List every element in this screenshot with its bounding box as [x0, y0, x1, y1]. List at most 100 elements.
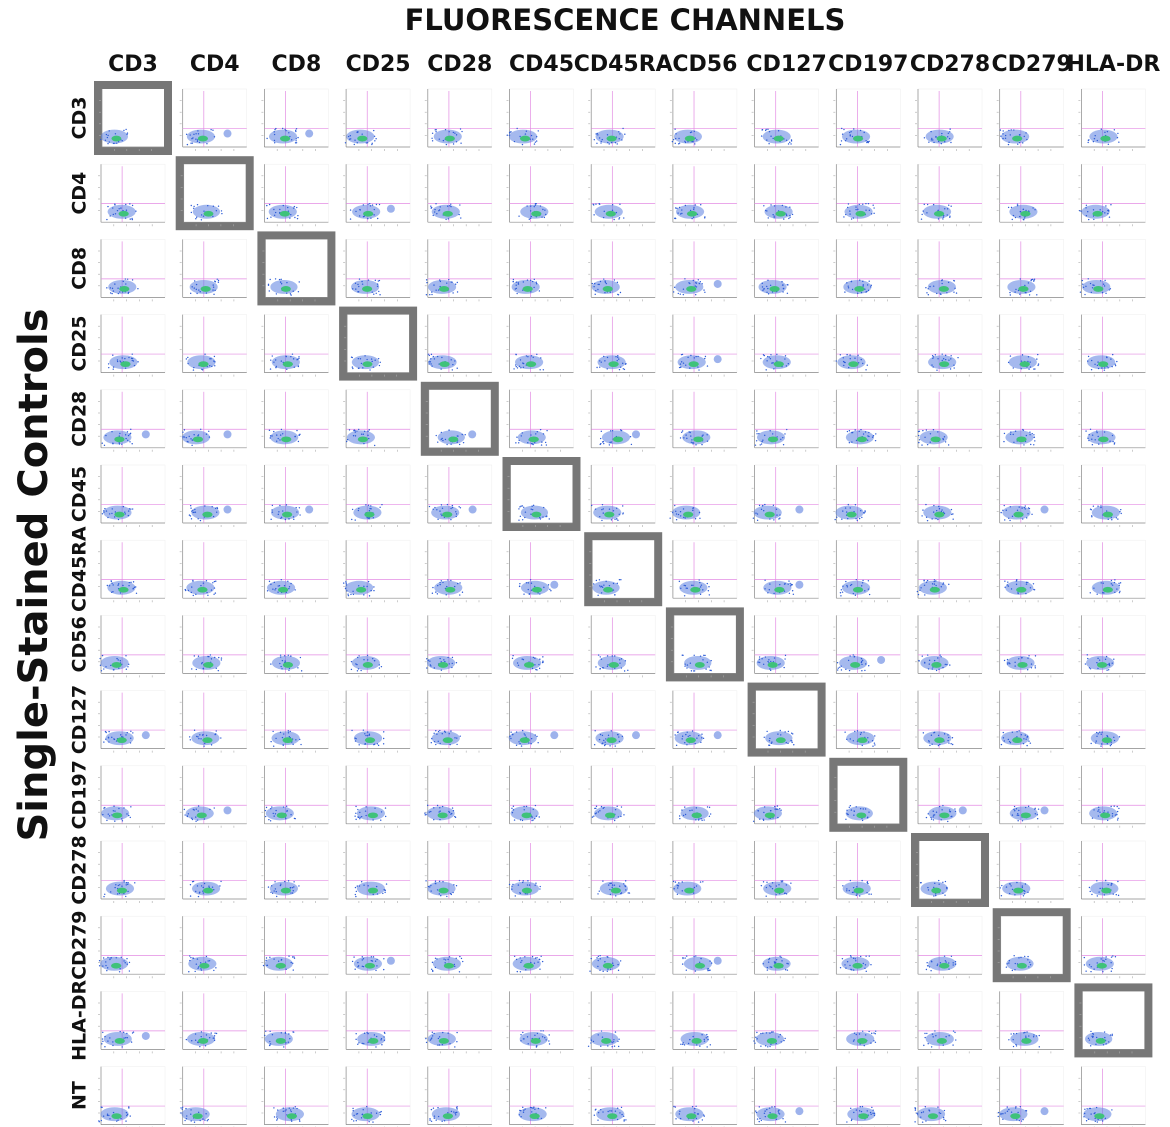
event	[440, 368, 441, 369]
population-core	[111, 136, 121, 142]
event	[297, 137, 298, 138]
event	[1088, 139, 1089, 140]
event	[1022, 820, 1023, 821]
event	[367, 142, 368, 143]
event	[772, 433, 773, 434]
event	[1113, 806, 1114, 807]
event	[692, 510, 693, 511]
event	[357, 131, 358, 132]
event	[359, 817, 360, 818]
event	[603, 443, 604, 444]
event	[1027, 513, 1028, 514]
flow-plot	[915, 390, 982, 452]
event	[948, 359, 949, 360]
event	[934, 583, 935, 584]
event	[923, 580, 924, 581]
event	[1026, 139, 1027, 140]
event	[215, 281, 216, 282]
event	[111, 431, 112, 432]
event	[680, 366, 681, 367]
event	[599, 204, 600, 205]
event	[278, 585, 279, 586]
event	[1026, 517, 1027, 518]
event	[518, 508, 519, 509]
event	[693, 655, 694, 656]
event	[544, 209, 545, 210]
event	[200, 520, 201, 521]
event	[596, 806, 597, 807]
event	[275, 359, 276, 360]
event	[106, 820, 107, 821]
event	[294, 217, 295, 218]
event	[351, 730, 352, 731]
event	[115, 511, 116, 512]
event	[685, 814, 686, 815]
event	[687, 731, 688, 732]
population-core	[278, 587, 288, 593]
event	[942, 218, 943, 219]
event	[532, 138, 533, 139]
event	[203, 210, 204, 211]
event	[437, 593, 438, 594]
event	[279, 585, 280, 586]
event	[1034, 209, 1035, 210]
event	[1096, 430, 1097, 431]
event	[594, 730, 595, 731]
event	[428, 354, 429, 355]
event	[602, 587, 603, 588]
event	[1097, 658, 1098, 659]
event	[213, 594, 214, 595]
event	[284, 585, 285, 586]
event	[285, 130, 286, 131]
event	[197, 518, 198, 519]
event	[780, 730, 781, 731]
event	[295, 140, 296, 141]
flow-plot	[752, 766, 819, 828]
event	[134, 365, 135, 366]
event	[457, 583, 458, 584]
event	[764, 504, 765, 505]
event	[683, 288, 684, 289]
event	[541, 444, 542, 445]
event	[288, 730, 289, 731]
event	[381, 811, 382, 812]
event	[926, 517, 927, 518]
side-label: Single-Stained Controls	[11, 308, 57, 841]
event	[118, 668, 119, 669]
flow-plot	[752, 239, 819, 301]
event	[193, 434, 194, 435]
event	[1104, 212, 1105, 213]
event	[115, 213, 116, 214]
event	[287, 581, 288, 582]
event	[184, 809, 185, 810]
event	[846, 138, 847, 139]
event	[189, 436, 190, 437]
event	[129, 582, 130, 583]
event	[1000, 512, 1001, 513]
event	[924, 437, 925, 438]
event	[299, 514, 300, 515]
event	[109, 215, 110, 216]
event	[431, 738, 432, 739]
event	[106, 219, 107, 220]
event	[533, 657, 534, 658]
event	[129, 508, 130, 509]
event	[436, 435, 437, 436]
event	[429, 294, 430, 295]
event	[680, 213, 681, 214]
event	[125, 218, 126, 219]
event	[431, 138, 432, 139]
event	[860, 429, 861, 430]
event	[952, 737, 953, 738]
event	[868, 203, 869, 204]
event	[509, 736, 510, 737]
event	[920, 587, 921, 588]
event	[351, 669, 352, 670]
flow-plot	[343, 540, 410, 602]
event	[1037, 354, 1038, 355]
event	[125, 655, 126, 656]
event	[456, 737, 457, 738]
event	[623, 217, 624, 218]
event	[848, 504, 849, 505]
event	[522, 505, 523, 506]
